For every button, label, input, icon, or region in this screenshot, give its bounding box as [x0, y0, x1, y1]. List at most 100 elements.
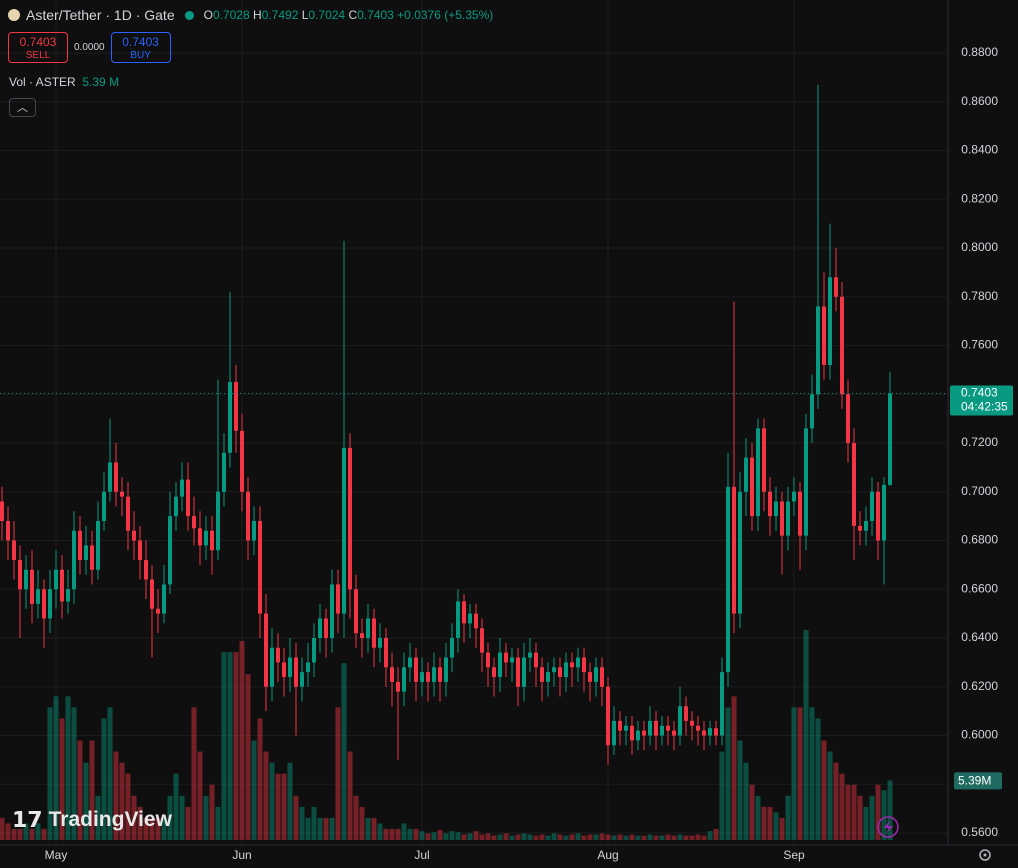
volume-bar — [125, 773, 131, 840]
volume-legend: Vol · ASTER 5.39 M — [9, 75, 119, 89]
volume-bar — [491, 835, 497, 840]
settings-icon — [983, 853, 987, 857]
x-tick-label: May — [45, 848, 68, 862]
candle-body — [402, 667, 406, 692]
candle-body — [684, 706, 688, 721]
x-tick-label: Sep — [783, 848, 805, 862]
candle-body — [138, 540, 142, 560]
candle-body — [702, 730, 706, 736]
volume-bar — [47, 707, 53, 840]
volume-value: 5.39 M — [82, 75, 120, 89]
candle-body — [126, 496, 130, 531]
volume-bar — [599, 833, 605, 840]
y-tick-label: 0.5600 — [961, 825, 998, 839]
candle-body — [864, 521, 868, 531]
volume-bar — [563, 835, 569, 840]
volume-bar — [437, 830, 443, 840]
buy-button[interactable]: 0.7403 BUY — [110, 32, 171, 63]
volume-bar — [239, 641, 245, 840]
candle-body — [30, 569, 34, 604]
candle-body — [360, 633, 364, 638]
volume-bar — [269, 762, 275, 840]
candle-body — [534, 652, 538, 668]
candle-body — [192, 516, 196, 529]
candle-body — [618, 720, 622, 731]
candle-body — [462, 601, 466, 624]
candle-body — [96, 521, 100, 570]
volume-bar — [119, 762, 125, 840]
candle-body — [342, 447, 346, 614]
ohlc-value: 0.7024 — [308, 8, 346, 22]
volume-bar — [719, 751, 725, 840]
volume-bar — [827, 751, 833, 840]
candle-body — [606, 686, 610, 746]
candle-body — [318, 618, 322, 638]
volume-bar — [365, 817, 371, 840]
candle-body — [270, 647, 274, 687]
candle-body — [294, 657, 298, 687]
volume-bar — [419, 831, 425, 840]
volume-bar — [731, 696, 737, 840]
volume-bar — [533, 835, 539, 840]
volume-bar — [539, 834, 545, 840]
volume-bar — [713, 828, 719, 840]
volume-bar — [113, 751, 119, 840]
settings-icon — [979, 849, 991, 861]
candle-body — [528, 652, 532, 658]
settings-button[interactable] — [979, 849, 991, 861]
candle-body — [42, 589, 46, 619]
candle-body — [330, 584, 334, 638]
candle-body — [822, 306, 826, 365]
volume-bar — [41, 828, 47, 840]
candle-body — [492, 667, 496, 677]
volume-bar — [857, 795, 863, 840]
volume-bar — [809, 707, 815, 840]
volume-bar — [701, 835, 707, 840]
sell-label: SELL — [25, 50, 51, 61]
candle-body — [54, 569, 58, 590]
volume-bar — [407, 828, 413, 840]
volume-bar — [479, 834, 485, 840]
volume-bar — [395, 828, 401, 840]
candle-body — [828, 277, 832, 365]
volume-bar — [11, 828, 17, 840]
volume-bar — [833, 762, 839, 840]
collapse-button[interactable]: ︿ — [9, 98, 36, 117]
volume-bar — [305, 817, 311, 840]
volume-bar — [641, 835, 647, 840]
candle-body — [666, 725, 670, 731]
candle-body — [162, 584, 166, 614]
candle-body — [870, 491, 874, 521]
volume-bar — [215, 806, 221, 840]
candle-body — [834, 277, 838, 297]
volume-bar — [665, 834, 671, 840]
candle-body — [48, 589, 52, 619]
candle-body — [504, 652, 508, 663]
candle-body — [732, 486, 736, 614]
candle-body — [540, 667, 544, 682]
candle-body — [300, 672, 304, 687]
candle-body — [102, 491, 106, 521]
candle-body — [438, 667, 442, 682]
volume-bar — [887, 780, 893, 840]
y-tick-label: 0.6200 — [961, 679, 998, 693]
volume-bar — [791, 707, 797, 840]
candle-body — [306, 662, 310, 673]
volume-bar — [23, 823, 29, 840]
replay-button[interactable] — [877, 816, 899, 838]
candle-body — [456, 601, 460, 638]
sell-button[interactable]: 0.7403 SELL — [8, 32, 68, 63]
candle-body — [510, 657, 514, 663]
volume-bar — [263, 751, 269, 840]
candle-body — [204, 530, 208, 546]
volume-bar — [761, 806, 767, 840]
volume-bar — [689, 835, 695, 840]
volume-bar — [287, 762, 293, 840]
candle-body — [396, 681, 400, 692]
sell-price: 0.7403 — [19, 35, 57, 49]
volume-bar — [59, 718, 65, 840]
volume-bar — [203, 795, 209, 840]
candle-body — [264, 613, 268, 687]
ohlc-key: L — [301, 8, 309, 22]
candle-body — [516, 657, 520, 687]
